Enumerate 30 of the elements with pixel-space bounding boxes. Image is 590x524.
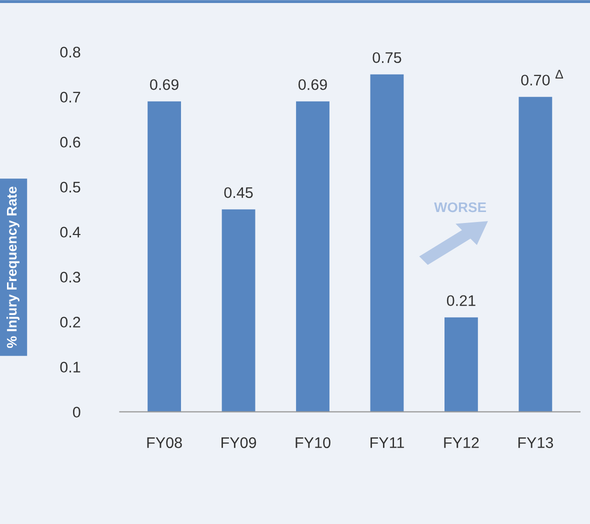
bar (222, 209, 256, 412)
y-tick-label: 0.5 (60, 182, 80, 193)
y-tick-label: 0.7 (60, 92, 80, 103)
annotation: WORSE (434, 202, 486, 212)
y-tick-label: 0.8 (60, 46, 80, 58)
bar (148, 101, 182, 412)
x-tick-label: FY09 (222, 437, 256, 448)
data-label: 0.70 (521, 74, 550, 86)
data-label: 0.75 (372, 52, 402, 64)
x-tick-label: FY11 (370, 437, 404, 448)
x-tick-label: FY13 (518, 437, 554, 448)
data-label: 0.69 (298, 79, 327, 90)
y-tick-label: 0.2 (60, 316, 80, 328)
data-label: 0.69 (150, 79, 178, 90)
bar (518, 96, 552, 412)
y-axis-title: % Injury Frequency Rate (6, 186, 20, 348)
y-tick-label: 0.4 (60, 226, 80, 238)
bar (296, 101, 330, 412)
y-tick-label: 0 (72, 406, 80, 418)
y-tick-label: 0.6 (60, 136, 80, 148)
data-label: 0.21 (446, 295, 476, 306)
x-tick-label: FY12 (444, 437, 479, 448)
x-tick-label: FY08 (147, 437, 182, 448)
annotation: Δ (555, 70, 564, 79)
x-tick-label: FY10 (296, 437, 330, 448)
data-label: 0.45 (224, 187, 253, 198)
bar (370, 74, 404, 412)
bar (444, 317, 478, 412)
y-tick-label: 0.3 (60, 272, 80, 283)
y-tick-label: 0.1 (60, 362, 80, 373)
